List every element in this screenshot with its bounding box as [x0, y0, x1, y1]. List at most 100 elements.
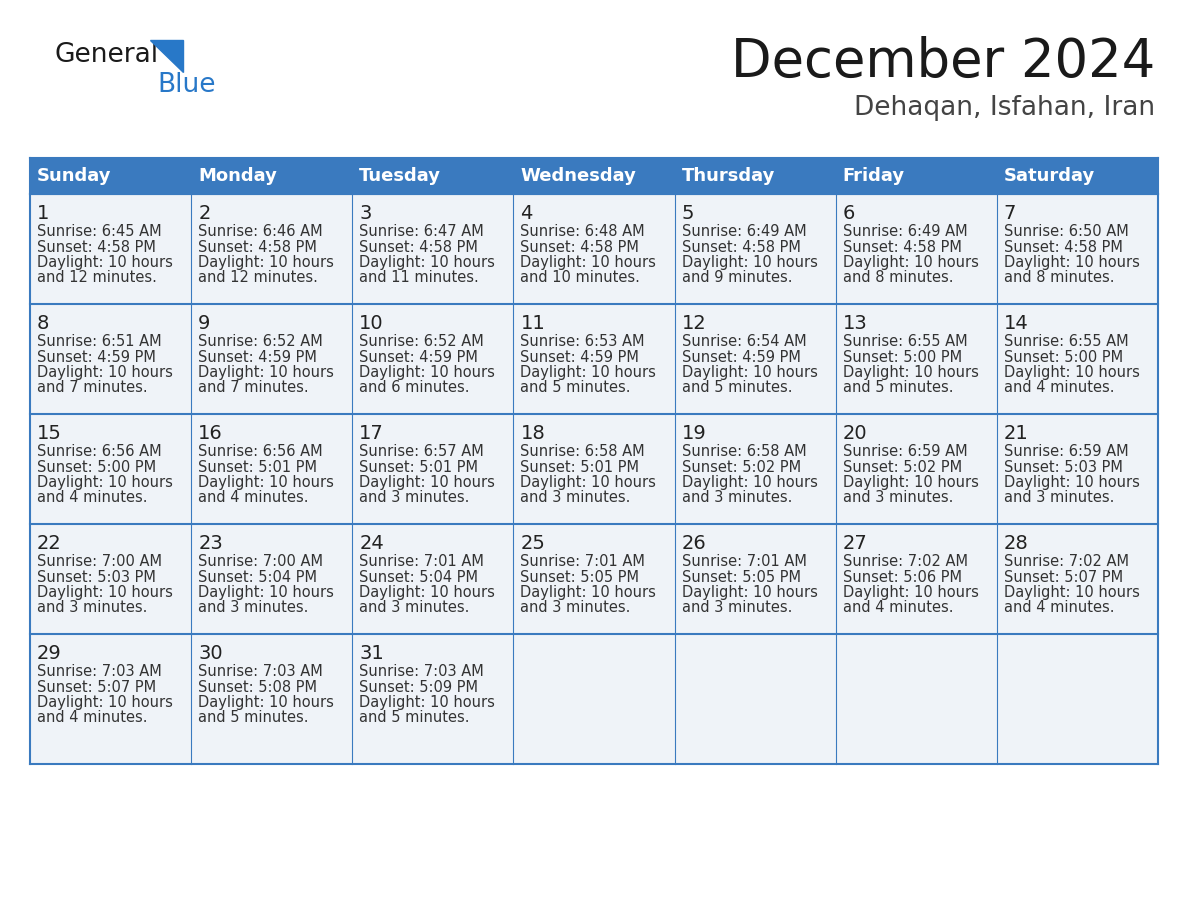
Text: Sunrise: 6:55 AM: Sunrise: 6:55 AM [842, 334, 967, 349]
Text: and 7 minutes.: and 7 minutes. [198, 380, 309, 396]
Text: Daylight: 10 hours: Daylight: 10 hours [359, 255, 495, 270]
Text: and 3 minutes.: and 3 minutes. [37, 600, 147, 615]
Text: Daylight: 10 hours: Daylight: 10 hours [198, 255, 334, 270]
Text: and 5 minutes.: and 5 minutes. [682, 380, 792, 396]
Text: and 3 minutes.: and 3 minutes. [198, 600, 309, 615]
Text: 31: 31 [359, 644, 384, 663]
Text: and 6 minutes.: and 6 minutes. [359, 380, 469, 396]
Text: Sunset: 4:58 PM: Sunset: 4:58 PM [520, 240, 639, 254]
Text: and 4 minutes.: and 4 minutes. [37, 490, 147, 506]
Text: Sunset: 5:05 PM: Sunset: 5:05 PM [520, 569, 639, 585]
Text: and 4 minutes.: and 4 minutes. [1004, 380, 1114, 396]
Text: 1: 1 [37, 204, 50, 223]
Text: 7: 7 [1004, 204, 1016, 223]
Text: Dehaqan, Isfahan, Iran: Dehaqan, Isfahan, Iran [854, 95, 1155, 121]
Text: 12: 12 [682, 314, 707, 333]
Text: and 3 minutes.: and 3 minutes. [682, 600, 792, 615]
Text: 21: 21 [1004, 424, 1029, 443]
Text: and 4 minutes.: and 4 minutes. [198, 490, 309, 506]
Text: Sunset: 5:05 PM: Sunset: 5:05 PM [682, 569, 801, 585]
Text: Daylight: 10 hours: Daylight: 10 hours [520, 365, 656, 380]
Text: Daylight: 10 hours: Daylight: 10 hours [1004, 365, 1139, 380]
Text: Daylight: 10 hours: Daylight: 10 hours [842, 585, 979, 600]
Text: Sunrise: 6:50 AM: Sunrise: 6:50 AM [1004, 224, 1129, 239]
Text: Daylight: 10 hours: Daylight: 10 hours [842, 475, 979, 490]
Text: General: General [55, 42, 159, 68]
Text: Daylight: 10 hours: Daylight: 10 hours [37, 585, 173, 600]
Text: Daylight: 10 hours: Daylight: 10 hours [198, 585, 334, 600]
Text: and 3 minutes.: and 3 minutes. [520, 600, 631, 615]
Text: Sunrise: 7:03 AM: Sunrise: 7:03 AM [37, 664, 162, 679]
Text: Daylight: 10 hours: Daylight: 10 hours [682, 255, 817, 270]
Text: Sunset: 5:01 PM: Sunset: 5:01 PM [359, 460, 479, 475]
Text: Sunrise: 6:51 AM: Sunrise: 6:51 AM [37, 334, 162, 349]
Bar [997, 158, 1158, 194]
Text: and 5 minutes.: and 5 minutes. [359, 711, 469, 725]
Text: Sunset: 4:59 PM: Sunset: 4:59 PM [37, 350, 156, 364]
Text: Saturday: Saturday [1004, 167, 1095, 185]
Text: Sunset: 5:02 PM: Sunset: 5:02 PM [842, 460, 962, 475]
Text: Sunrise: 7:03 AM: Sunrise: 7:03 AM [198, 664, 323, 679]
Bar [30, 634, 1158, 764]
Text: and 8 minutes.: and 8 minutes. [1004, 271, 1114, 285]
Text: Daylight: 10 hours: Daylight: 10 hours [359, 365, 495, 380]
Text: 19: 19 [682, 424, 707, 443]
Text: 29: 29 [37, 644, 62, 663]
Text: December 2024: December 2024 [731, 36, 1155, 88]
Text: Sunset: 4:59 PM: Sunset: 4:59 PM [198, 350, 317, 364]
Text: 11: 11 [520, 314, 545, 333]
Text: Sunset: 4:58 PM: Sunset: 4:58 PM [359, 240, 478, 254]
Text: Daylight: 10 hours: Daylight: 10 hours [842, 365, 979, 380]
Text: and 9 minutes.: and 9 minutes. [682, 271, 792, 285]
Text: Daylight: 10 hours: Daylight: 10 hours [37, 365, 173, 380]
Text: Tuesday: Tuesday [359, 167, 441, 185]
Text: Sunrise: 6:45 AM: Sunrise: 6:45 AM [37, 224, 162, 239]
Bar [353, 158, 513, 194]
Text: Daylight: 10 hours: Daylight: 10 hours [37, 695, 173, 710]
Bar [191, 158, 353, 194]
Text: Daylight: 10 hours: Daylight: 10 hours [359, 585, 495, 600]
Text: and 3 minutes.: and 3 minutes. [359, 490, 469, 506]
Text: Daylight: 10 hours: Daylight: 10 hours [37, 255, 173, 270]
Text: Sunset: 5:03 PM: Sunset: 5:03 PM [1004, 460, 1123, 475]
Text: and 4 minutes.: and 4 minutes. [37, 711, 147, 725]
Text: and 12 minutes.: and 12 minutes. [198, 271, 318, 285]
Text: 4: 4 [520, 204, 532, 223]
Text: 24: 24 [359, 534, 384, 553]
Bar [30, 158, 191, 194]
Text: 13: 13 [842, 314, 867, 333]
Text: and 7 minutes.: and 7 minutes. [37, 380, 147, 396]
Text: 30: 30 [198, 644, 223, 663]
Text: Sunrise: 6:52 AM: Sunrise: 6:52 AM [198, 334, 323, 349]
Text: and 3 minutes.: and 3 minutes. [1004, 490, 1114, 506]
Text: Sunrise: 7:01 AM: Sunrise: 7:01 AM [682, 554, 807, 569]
Text: and 3 minutes.: and 3 minutes. [359, 600, 469, 615]
Text: Daylight: 10 hours: Daylight: 10 hours [198, 695, 334, 710]
Text: Daylight: 10 hours: Daylight: 10 hours [198, 365, 334, 380]
Text: Sunrise: 6:53 AM: Sunrise: 6:53 AM [520, 334, 645, 349]
Bar [30, 414, 1158, 524]
Text: Daylight: 10 hours: Daylight: 10 hours [682, 475, 817, 490]
Text: 17: 17 [359, 424, 384, 443]
Text: and 4 minutes.: and 4 minutes. [842, 600, 953, 615]
Text: and 3 minutes.: and 3 minutes. [842, 490, 953, 506]
Text: Sunrise: 6:52 AM: Sunrise: 6:52 AM [359, 334, 484, 349]
Text: Daylight: 10 hours: Daylight: 10 hours [1004, 255, 1139, 270]
Text: Sunrise: 6:56 AM: Sunrise: 6:56 AM [198, 444, 323, 459]
Text: Sunrise: 6:47 AM: Sunrise: 6:47 AM [359, 224, 484, 239]
Text: Sunset: 5:04 PM: Sunset: 5:04 PM [198, 569, 317, 585]
Text: and 5 minutes.: and 5 minutes. [520, 380, 631, 396]
Bar [30, 304, 1158, 414]
Text: Sunrise: 6:55 AM: Sunrise: 6:55 AM [1004, 334, 1129, 349]
Text: 28: 28 [1004, 534, 1029, 553]
Text: and 5 minutes.: and 5 minutes. [842, 380, 953, 396]
Text: Daylight: 10 hours: Daylight: 10 hours [198, 475, 334, 490]
Text: Sunset: 5:00 PM: Sunset: 5:00 PM [842, 350, 962, 364]
Text: Friday: Friday [842, 167, 905, 185]
Text: 22: 22 [37, 534, 62, 553]
Text: Sunrise: 6:49 AM: Sunrise: 6:49 AM [842, 224, 967, 239]
Text: Sunset: 4:59 PM: Sunset: 4:59 PM [520, 350, 639, 364]
Text: Sunset: 5:07 PM: Sunset: 5:07 PM [37, 679, 156, 695]
Text: Sunrise: 6:48 AM: Sunrise: 6:48 AM [520, 224, 645, 239]
Text: Daylight: 10 hours: Daylight: 10 hours [520, 475, 656, 490]
